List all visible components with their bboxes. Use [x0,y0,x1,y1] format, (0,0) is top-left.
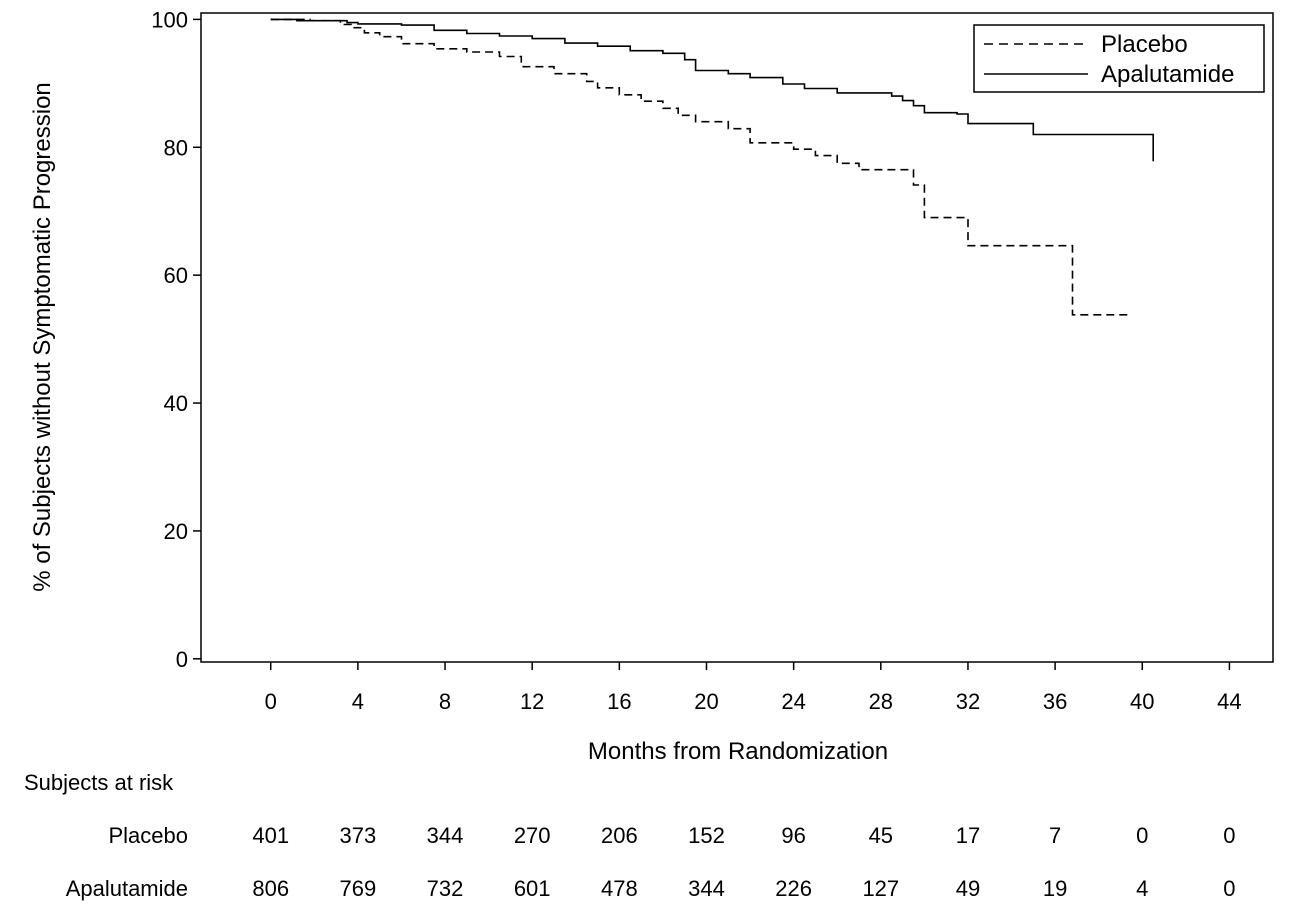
y-axis-title: % of Subjects without Symptomatic Progre… [29,82,56,592]
risk-value: 769 [340,876,377,901]
legend: Placebo Apalutamide [973,24,1265,93]
legend-label-placebo: Placebo [1101,31,1188,58]
legend-label-apalutamide: Apalutamide [1101,61,1234,88]
risk-value: 127 [862,876,899,901]
x-tick-label: 16 [607,689,631,714]
y-tick-label: 40 [164,391,188,416]
x-tick-label: 0 [265,689,277,714]
x-tick-label: 24 [781,689,805,714]
x-tick-label: 44 [1217,689,1241,714]
risk-row-label-placebo: Placebo [108,823,188,848]
x-tick-label: 12 [520,689,544,714]
risk-value: 373 [340,823,377,848]
risk-value: 0 [1223,823,1235,848]
risk-value: 4 [1136,876,1148,901]
y-tick-label: 80 [164,135,188,160]
risk-value: 806 [252,876,289,901]
series-line-apalutamide [270,18,1154,162]
risk-value: 0 [1223,876,1235,901]
survival-curves [270,18,1154,316]
risk-value: 96 [781,823,805,848]
y-tick-label: 20 [164,519,188,544]
legend-box [973,24,1265,93]
series-line-placebo [270,18,1132,316]
x-tick-label: 28 [869,689,893,714]
risk-value: 226 [775,876,812,901]
risk-value: 49 [956,876,980,901]
y-axis: 0 20 40 60 80 100 [151,7,201,672]
x-tick-label: 20 [694,689,718,714]
risk-value: 45 [869,823,893,848]
risk-value: 344 [427,823,464,848]
risk-value: 19 [1043,876,1067,901]
risk-value: 0 [1136,823,1148,848]
risk-value: 732 [427,876,464,901]
x-tick-label: 32 [956,689,980,714]
y-tick-label: 100 [151,7,188,32]
risk-table-title: Subjects at risk [24,770,174,795]
x-tick-label: 4 [352,689,364,714]
plot-frame [200,12,1274,663]
risk-value: 401 [252,823,289,848]
x-tick-label: 36 [1043,689,1067,714]
risk-row-label-apalutamide: Apalutamide [66,876,188,901]
risk-value: 478 [601,876,638,901]
risk-value: 344 [688,876,725,901]
risk-table-values: 401 373 344 270 206 152 96 45 17 7 0 0 806 769 732 601 4… [252,823,1235,901]
y-tick-label: 0 [176,647,188,672]
x-axis-title: Months from Randomization [588,738,888,765]
y-tick-label: 60 [164,263,188,288]
risk-value: 7 [1049,823,1061,848]
x-tick-label: 8 [439,689,451,714]
risk-value: 152 [688,823,725,848]
risk-value: 601 [514,876,551,901]
risk-value: 270 [514,823,551,848]
risk-value: 17 [956,823,980,848]
x-axis: 0 4 8 12 16 20 24 28 32 36 40 44 [265,662,1242,714]
x-tick-label: 40 [1130,689,1154,714]
risk-value: 206 [601,823,638,848]
